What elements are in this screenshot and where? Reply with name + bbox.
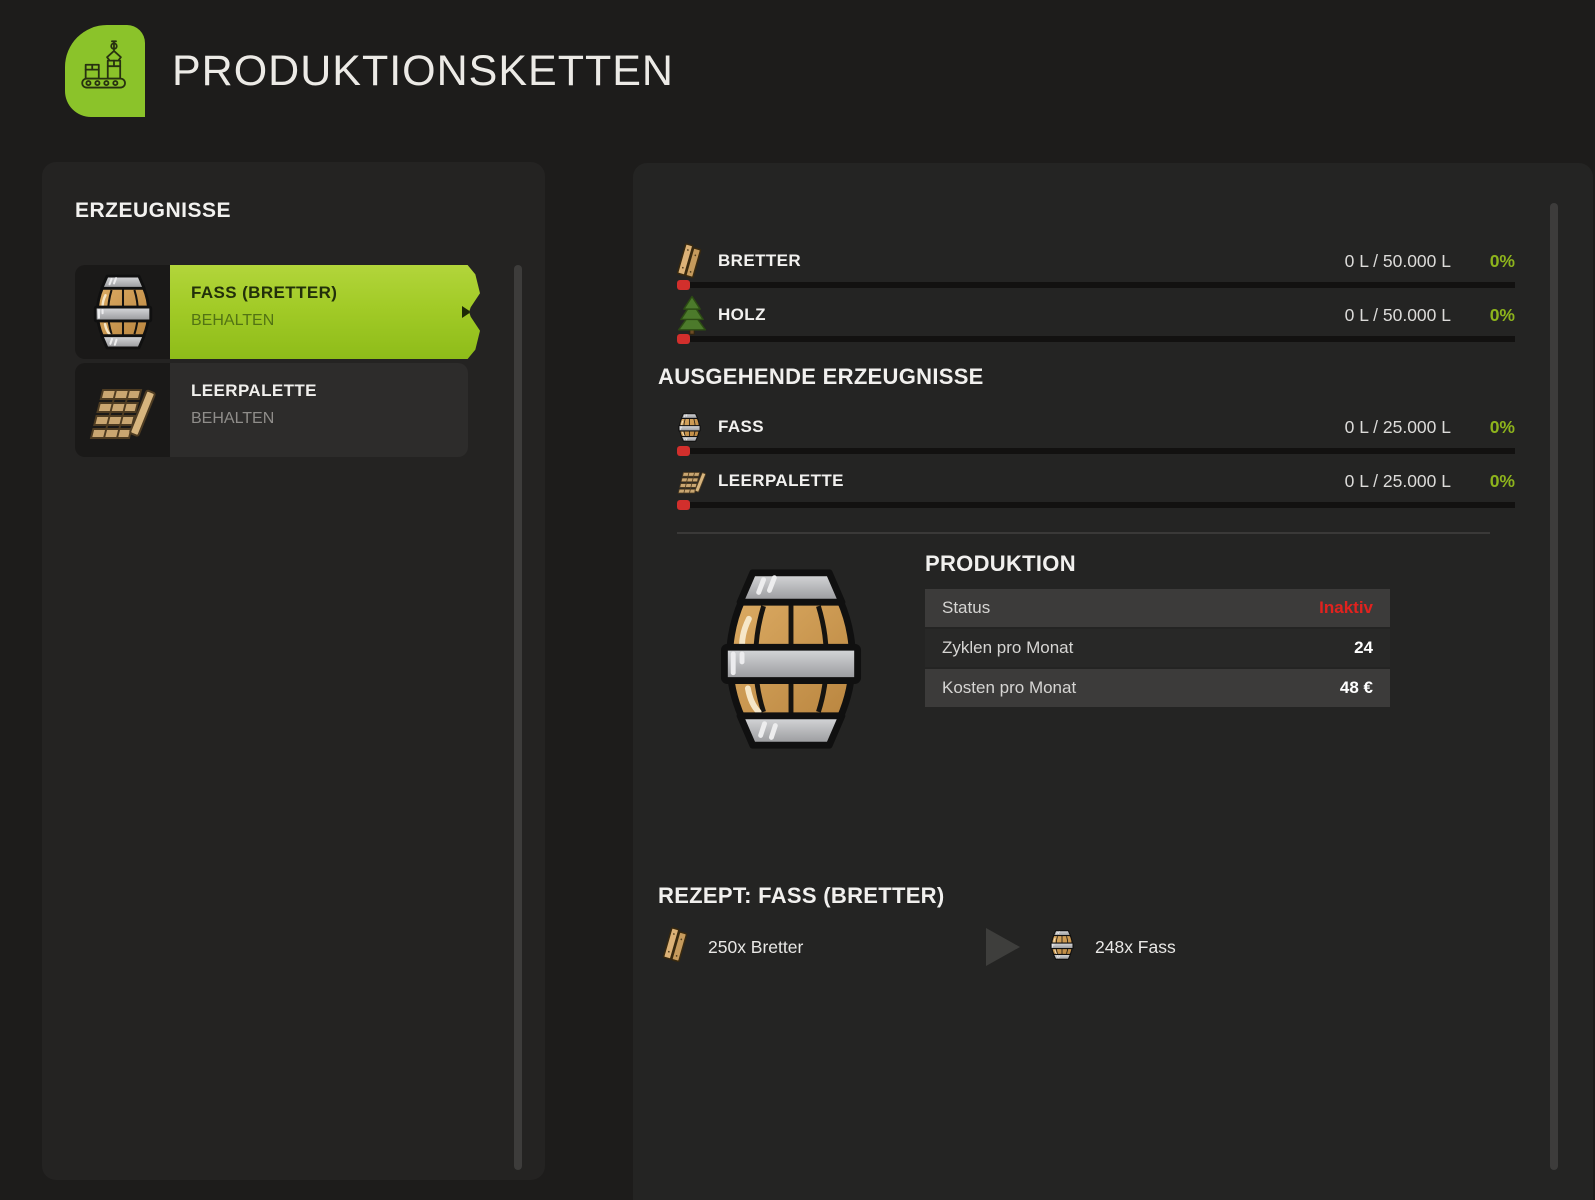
fill-type-name: LEERPALETTE (718, 471, 844, 490)
fill-progress-bar (677, 500, 1515, 510)
recipe-input: 250x Bretter (663, 927, 985, 968)
planks-icon (663, 927, 690, 968)
barrel-icon (1049, 929, 1075, 966)
product-item-label-area: LEERPALETTE BEHALTEN (170, 363, 468, 457)
table-row-costs: Kosten pro Monat 48 € (925, 669, 1390, 707)
recipe-heading: REZEPT: FASS (BRETTER) (658, 883, 945, 908)
product-item-fass-bretter[interactable]: FASS (BRETTER) BEHALTEN (75, 265, 480, 359)
incoming-row-bretter: BRETTER 0 L / 50.000 L 0% (677, 240, 1515, 282)
barrel-product-image (712, 563, 870, 755)
fill-level: 0 L / 25.000 L (1344, 470, 1451, 491)
production-detail-panel: BRETTER 0 L / 50.000 L 0% HOLZ 0 L / 50.… (633, 163, 1593, 1200)
production-table: Status Inaktiv Zyklen pro Monat 24 Koste… (925, 589, 1390, 707)
recipe-output: 248x Fass (1049, 929, 1176, 966)
row-label: Zyklen pro Monat (942, 638, 1074, 657)
fill-type-name: FASS (718, 417, 765, 436)
recipe-input-quantity: 250x Bretter (708, 936, 804, 957)
table-row-status: Status Inaktiv (925, 589, 1390, 627)
page-title: PRODUKTIONSKETTEN (172, 46, 674, 95)
products-heading: ERZEUGNISSE (75, 199, 232, 222)
production-chains-icon (65, 25, 145, 117)
product-item-leerpalette[interactable]: LEERPALETTE BEHALTEN (75, 363, 480, 457)
products-scrollbar[interactable] (514, 265, 522, 1170)
progress-indicator (677, 334, 690, 344)
products-list: FASS (BRETTER) BEHALTEN LEERPALETTE BEHA… (75, 265, 480, 461)
row-value: 24 (1354, 638, 1373, 657)
status-badge: Inaktiv (1319, 598, 1373, 617)
detail-scrollbar[interactable] (1550, 203, 1558, 1170)
planks-icon (677, 243, 718, 279)
pallet-icon (677, 467, 718, 495)
fill-type-name: HOLZ (718, 305, 766, 324)
outgoing-row-fass: FASS 0 L / 25.000 L 0% (677, 406, 1515, 448)
selected-arrow-icon (462, 306, 471, 318)
recipe-arrow-icon (985, 927, 1021, 967)
fill-type-name: BRETTER (718, 251, 802, 270)
section-divider (677, 532, 1490, 534)
barrel-icon (75, 265, 170, 359)
product-item-name: FASS (BRETTER) (191, 283, 338, 302)
product-item-mode: BEHALTEN (191, 410, 275, 427)
row-value: 48 € (1339, 678, 1373, 697)
outgoing-row-leerpalette: LEERPALETTE 0 L / 25.000 L 0% (677, 460, 1515, 502)
recipe-output-quantity: 248x Fass (1095, 936, 1176, 957)
barrel-icon (677, 412, 718, 443)
production-info: PRODUKTION Status Inaktiv Zyklen pro Mon… (925, 551, 1390, 755)
fill-level: 0 L / 50.000 L (1344, 250, 1451, 271)
page-header: PRODUKTIONSKETTEN (65, 25, 674, 117)
recipe-row: 250x Bretter 248x Fass (663, 925, 1593, 969)
product-item-name: LEERPALETTE (191, 381, 317, 400)
product-item-label-area: FASS (BRETTER) BEHALTEN (170, 265, 480, 359)
fill-percent: 0% (1489, 304, 1515, 325)
production-section: PRODUKTION Status Inaktiv Zyklen pro Mon… (658, 551, 1593, 755)
table-row-cycles: Zyklen pro Monat 24 (925, 629, 1390, 667)
outgoing-products-heading: AUSGEHENDE ERZEUGNISSE (658, 364, 984, 389)
fill-progress-bar (677, 334, 1515, 344)
progress-indicator (677, 280, 690, 290)
fill-progress-bar (677, 280, 1515, 290)
fill-level: 0 L / 25.000 L (1344, 416, 1451, 437)
production-detail-content: BRETTER 0 L / 50.000 L 0% HOLZ 0 L / 50.… (633, 163, 1593, 1200)
conveyor-claw-icon (76, 38, 134, 104)
production-heading: PRODUKTION (925, 551, 1076, 576)
row-label: Status (942, 598, 991, 617)
row-label: Kosten pro Monat (942, 678, 1077, 697)
fill-level: 0 L / 50.000 L (1344, 304, 1451, 325)
progress-indicator (677, 446, 690, 456)
products-panel: ERZEUGNISSE FASS (BRETTER) BEHALTEN LEER… (42, 162, 545, 1180)
progress-indicator (677, 500, 690, 510)
fill-percent: 0% (1489, 470, 1515, 491)
tree-icon (677, 295, 718, 335)
pallet-icon (75, 363, 170, 457)
product-item-mode: BEHALTEN (191, 312, 275, 329)
fill-percent: 0% (1489, 416, 1515, 437)
fill-progress-bar (677, 446, 1515, 456)
fill-percent: 0% (1489, 250, 1515, 271)
incoming-row-holz: HOLZ 0 L / 50.000 L 0% (677, 294, 1515, 336)
